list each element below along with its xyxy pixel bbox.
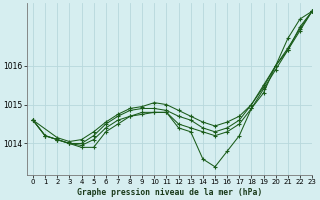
X-axis label: Graphe pression niveau de la mer (hPa): Graphe pression niveau de la mer (hPa) xyxy=(77,188,262,197)
